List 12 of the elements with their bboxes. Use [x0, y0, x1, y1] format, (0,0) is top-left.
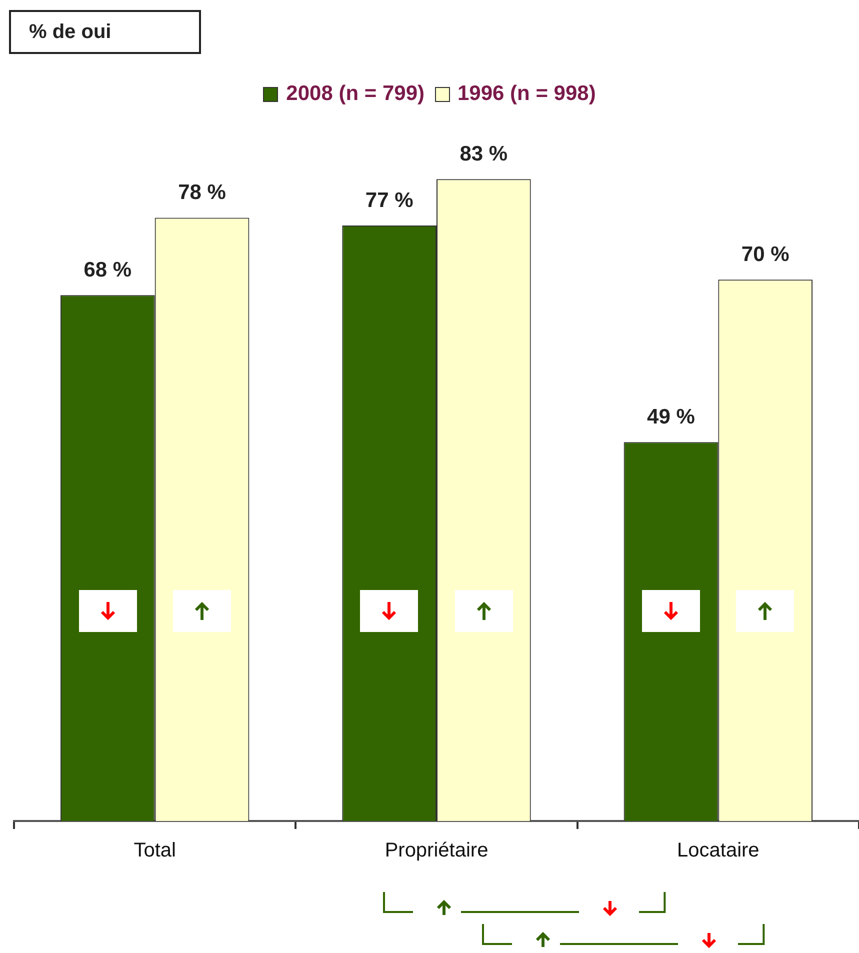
data-label: 77 % [365, 188, 414, 212]
chart-title: % de oui [9, 10, 201, 54]
legend-label: 2008 (n = 799) [286, 82, 424, 106]
data-label: 70 % [741, 242, 790, 266]
data-label: 68 % [84, 258, 132, 282]
x-tick-label: Propriétaire [384, 840, 488, 862]
legend-label: 1996 (n = 998) [458, 82, 596, 106]
data-label: 49 % [647, 405, 696, 428]
data-label: 83 % [460, 142, 508, 166]
x-tick-label: Locataire [677, 840, 760, 862]
data-label: 78 % [178, 181, 226, 204]
x-tick-label: Total [134, 840, 176, 862]
